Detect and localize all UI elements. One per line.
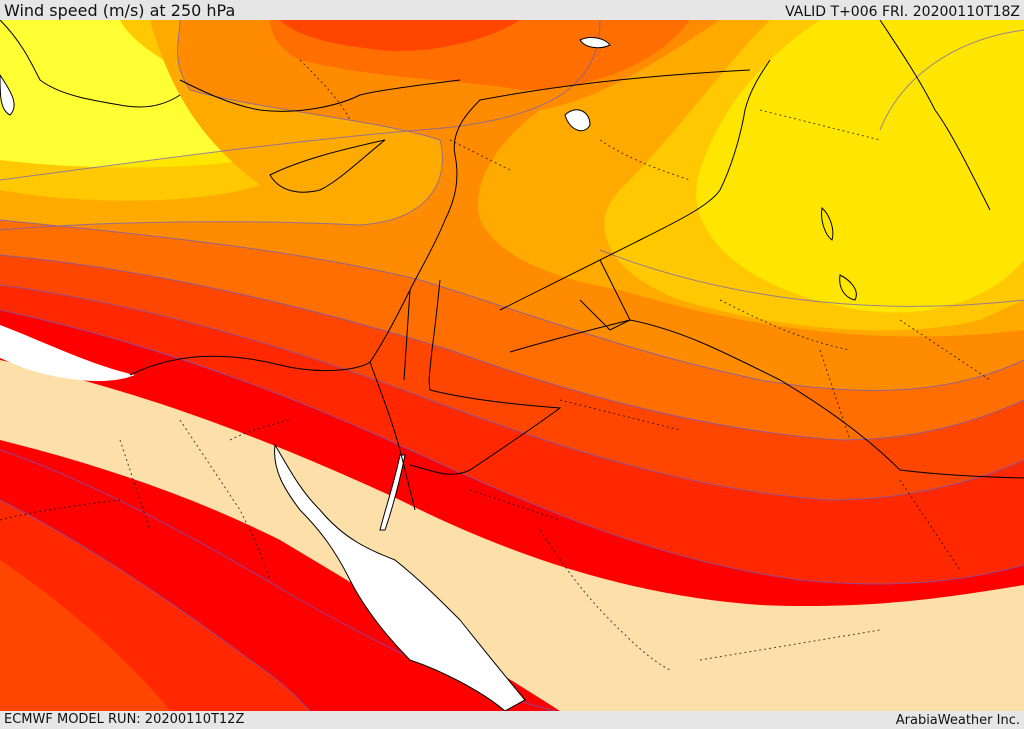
lake-van [579,37,611,49]
small-lake-east [821,207,834,241]
wind-contours [0,20,1024,711]
credit: ArabiaWeather Inc. [895,713,1020,728]
aegean-sea [0,74,15,116]
red-sea [274,443,526,711]
band-orange-red-north [280,20,520,51]
wind-speed-map [0,20,1024,711]
land-below-threshold [0,360,1024,711]
sea-west [0,325,135,382]
admin-borders [0,59,991,671]
band-orange-red-south [0,560,170,711]
small-lake-east-2 [839,274,857,301]
lake-urmia [564,109,591,132]
valid-time: VALID T+006 FRI. 20200110T18Z [785,4,1020,20]
gulf-of-aqaba [379,454,406,531]
country-borders [369,59,1024,511]
header-bar: Wind speed (m/s) at 250 hPa VALID T+006 … [0,0,1024,20]
map-title: Wind speed (m/s) at 250 hPa [4,1,236,20]
coastlines [0,20,991,391]
footer-bar: ECMWF MODEL RUN: 20200110T12Z ArabiaWeat… [0,711,1024,729]
cyprus-island [269,139,386,193]
model-run: ECMWF MODEL RUN: 20200110T12Z [4,712,245,727]
